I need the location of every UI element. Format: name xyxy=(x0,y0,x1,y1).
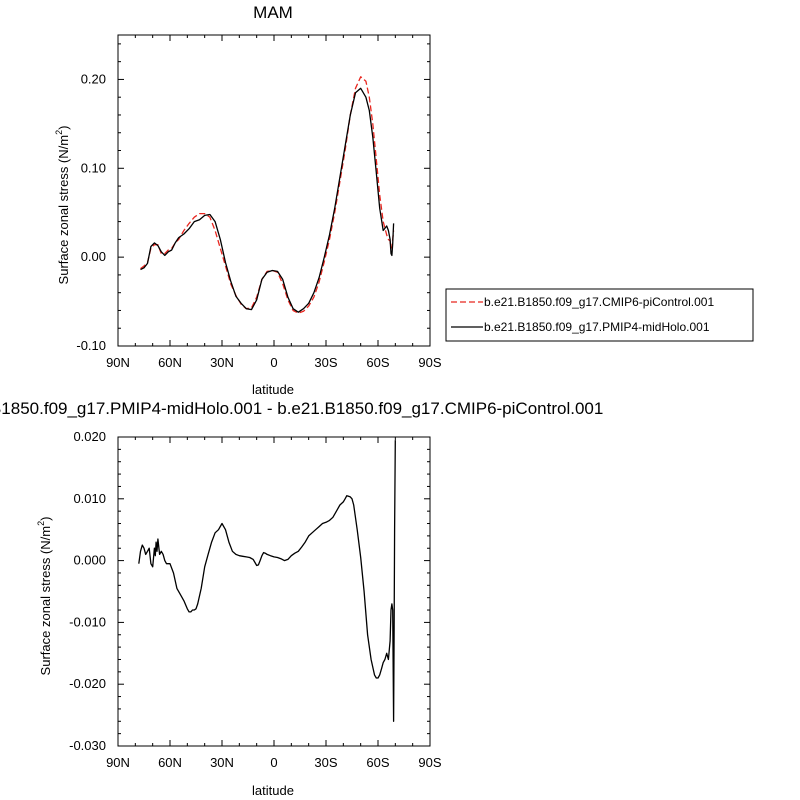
top-y-axis-label-close: ) xyxy=(56,126,71,130)
bottom-series-lines xyxy=(138,440,396,722)
bot-y-tick-label: -0.030 xyxy=(69,738,106,753)
bot-x-tick-label: 30N xyxy=(210,755,234,770)
bot-y-tick-label: 0.010 xyxy=(73,491,106,506)
legend: b.e21.B1850.f09_g17.CMIP6-piControl.001 … xyxy=(445,288,754,342)
top-y-tick-label: 0.00 xyxy=(81,249,106,264)
bottom-title: b.e21.B1850.f09_g17.PMIP4-midHolo.001 - … xyxy=(0,399,603,418)
top-x-axis: 90N 60N 30N 0 30S 60S 90S xyxy=(106,35,442,370)
bot-series-line-0 xyxy=(138,440,396,722)
bot-x-tick-label: 60N xyxy=(158,755,182,770)
top-y-axis: -0.10 0.00 0.10 0.20 xyxy=(76,43,430,353)
top-plot-frame xyxy=(117,34,431,347)
top-y-tick-label: -0.10 xyxy=(76,338,106,353)
bot-y-tick-label: -0.010 xyxy=(69,614,106,629)
panel-bottom: b.e21.B1850.f09_g17.PMIP4-midHolo.001 - … xyxy=(0,399,603,798)
bot-x-tick-label: 90S xyxy=(418,755,441,770)
bottom-y-axis-label-close: ) xyxy=(38,517,53,521)
top-y-axis-label-text: Surface zonal stress (N/m xyxy=(56,135,71,285)
top-series-line-0 xyxy=(140,76,395,314)
legend-box xyxy=(445,288,754,342)
top-x-tick-label: 60N xyxy=(158,355,182,370)
bot-x-tick-label: 90N xyxy=(106,755,130,770)
bot-x-tick-label: 0 xyxy=(270,755,277,770)
bottom-y-axis-label-text: Surface zonal stress (N/m xyxy=(38,526,53,676)
top-x-axis-label: latitude xyxy=(252,382,294,397)
bottom-y-axis: -0.030 -0.020 -0.010 0.000 0.010 0.020 xyxy=(69,429,430,753)
bottom-x-axis: 90N 60N 30N 0 30S 60S 90S xyxy=(106,437,442,770)
top-x-tick-label: 90S xyxy=(418,355,441,370)
bot-y-tick-label: 0.000 xyxy=(73,553,106,568)
bottom-plot-frame xyxy=(117,436,431,747)
top-x-tick-label: 60S xyxy=(366,355,389,370)
top-series-line-1 xyxy=(140,87,395,313)
bot-y-tick-label: -0.020 xyxy=(69,676,106,691)
bottom-y-axis-label: Surface zonal stress (N/m2) xyxy=(36,517,53,676)
bot-x-tick-label: 30S xyxy=(314,755,337,770)
panel-top: MAM -0.100.000.100.20 90N 60N 30N 0 30S 60S 90… xyxy=(54,3,754,397)
top-x-tick-label: 30S xyxy=(314,355,337,370)
legend-label-midholo: b.e21.B1850.f09_g17.PMIP4-midHolo.001 xyxy=(484,320,710,334)
bot-x-tick-label: 60S xyxy=(366,755,389,770)
top-x-tick-label: 30N xyxy=(210,355,234,370)
legend-label-picontrol: b.e21.B1850.f09_g17.CMIP6-piControl.001 xyxy=(484,295,714,309)
top-y-tick-label: 0.10 xyxy=(81,160,106,175)
top-x-tick-label: 90N xyxy=(106,355,130,370)
bottom-x-axis-label: latitude xyxy=(252,783,294,798)
top-y-tick-label: 0.20 xyxy=(81,71,106,86)
bot-y-tick-label: 0.020 xyxy=(73,429,106,444)
top-y-axis-label: Surface zonal stress (N/m2) xyxy=(54,126,71,285)
top-x-tick-label: 0 xyxy=(270,355,277,370)
top-title: MAM xyxy=(253,3,293,22)
bottom-y-axis-label-sup: 2 xyxy=(36,521,46,526)
top-y-axis-label-sup: 2 xyxy=(54,130,64,135)
top-series-lines xyxy=(140,76,395,314)
